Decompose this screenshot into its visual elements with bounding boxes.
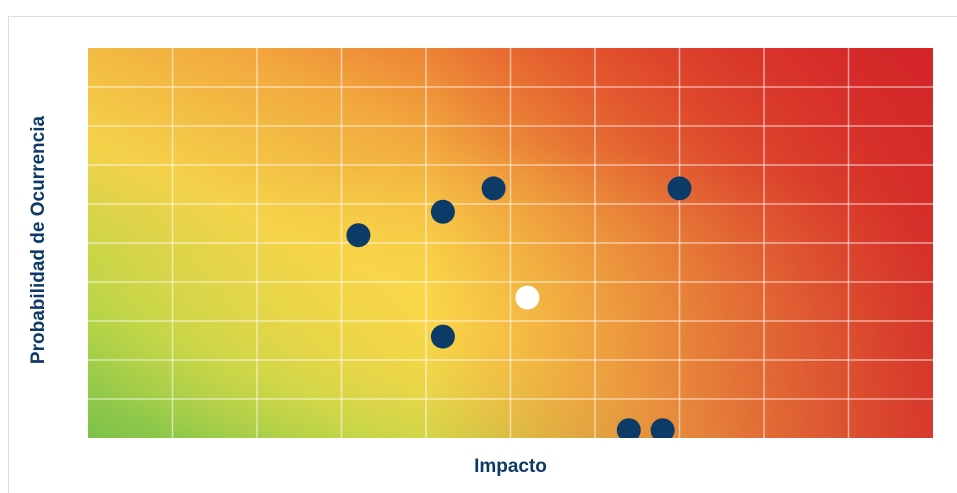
plot-area (88, 48, 933, 438)
risk-point[interactable] (650, 418, 675, 438)
x-axis-label: Impacto (474, 456, 547, 477)
risk-point[interactable] (430, 324, 455, 349)
y-axis-label-container: Probabilidad de Ocurrencia (14, 40, 64, 440)
risk-matrix-plot (88, 48, 933, 438)
risk-point[interactable] (616, 418, 641, 438)
risk-point[interactable] (481, 176, 506, 201)
highlight-risk-point[interactable] (515, 285, 540, 310)
risk-point[interactable] (667, 176, 692, 201)
risk-point[interactable] (346, 223, 371, 248)
y-axis-label: Probabilidad de Ocurrencia (28, 115, 49, 365)
risk-point[interactable] (430, 199, 455, 224)
